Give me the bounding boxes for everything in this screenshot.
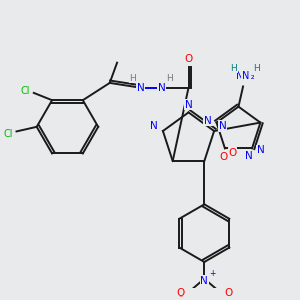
Text: N: N [257,145,265,155]
Text: N: N [204,116,212,126]
Text: ⁻: ⁻ [178,293,182,300]
Text: O: O [229,148,237,158]
Text: N: N [242,71,249,81]
Text: H: H [129,74,136,82]
Text: NH₂: NH₂ [236,71,254,81]
Text: Cl: Cl [20,85,30,96]
Text: H: H [230,64,237,73]
Text: O: O [224,288,232,298]
Text: O: O [176,288,184,298]
Text: N: N [184,100,192,110]
Text: H: H [254,64,260,73]
Text: O: O [184,54,193,64]
Text: +: + [209,269,215,278]
Text: O: O [219,152,227,162]
Text: N: N [158,83,166,93]
Text: Cl: Cl [3,129,13,139]
Text: H: H [166,74,173,82]
Text: N: N [150,121,158,131]
Text: N: N [219,121,226,131]
Text: N: N [136,83,144,93]
Text: N: N [200,276,208,286]
Text: N: N [204,116,212,126]
Text: N: N [245,151,253,161]
